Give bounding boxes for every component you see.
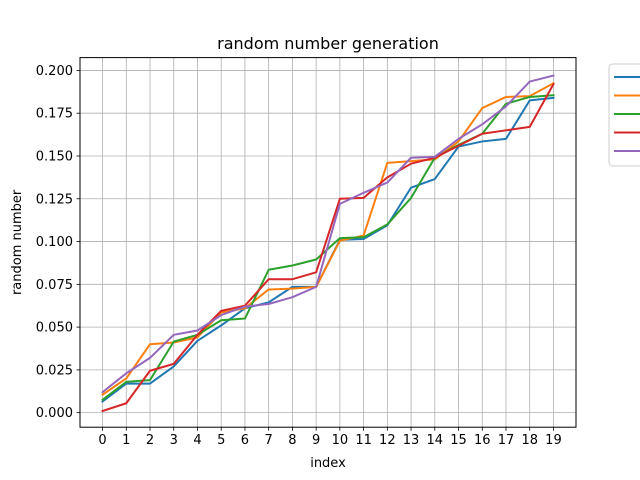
x-tick-label: 1	[122, 433, 130, 448]
x-tick-label: 15	[450, 433, 467, 448]
x-tick-label: 7	[265, 433, 273, 448]
x-tick-label: 6	[241, 433, 249, 448]
y-tick-label: 0.150	[36, 149, 73, 164]
y-tick-label: 0.025	[36, 363, 73, 378]
x-tick-label: 19	[545, 433, 562, 448]
gridlines	[80, 57, 576, 428]
y-tick-label: 0.075	[36, 278, 73, 293]
x-tick-label: 3	[170, 433, 178, 448]
x-tick-label: 14	[427, 433, 444, 448]
series-line-5	[101, 74, 555, 394]
series-line-2	[101, 81, 555, 397]
y-tick-label: 0.125	[36, 192, 73, 207]
x-tick-label: 8	[288, 433, 296, 448]
y-tick-label: 0.100	[36, 235, 73, 250]
y-tick-label: 0.200	[36, 64, 73, 79]
series-line-4	[101, 82, 555, 413]
y-axis-label: random number	[10, 189, 25, 295]
x-axis-label: index	[310, 456, 346, 471]
plot-frame	[79, 57, 577, 428]
x-tick-label: 2	[146, 433, 154, 448]
x-tick-label: 5	[217, 433, 225, 448]
y-tick-label: 0.050	[36, 321, 73, 336]
y-tick-label: 0.175	[36, 107, 73, 122]
x-tick-label: 12	[379, 433, 396, 448]
x-tick-label: 9	[312, 433, 320, 448]
y-axis-ticks: 0.000 0.025 0.050 0.075 0.100 0.125 0.150 0.175…	[36, 64, 80, 421]
x-tick-label: 0	[98, 433, 106, 448]
y-tick-label: 0.000	[36, 406, 73, 421]
legend	[608, 63, 640, 167]
x-tick-label: 13	[403, 433, 420, 448]
x-tick-label: 10	[332, 433, 349, 448]
x-tick-label: 4	[193, 433, 201, 448]
x-tick-label: 11	[355, 433, 372, 448]
x-tick-label: 16	[474, 433, 491, 448]
x-tick-label: 17	[498, 433, 515, 448]
chart-title: random number generation	[217, 34, 439, 53]
x-tick-label: 18	[521, 433, 538, 448]
x-axis-ticks: 0 1 2 3 4 5 6 7 8 9 10 11 12 13 14 15 16 17 18 19	[98, 427, 562, 448]
series-lines	[101, 74, 555, 413]
